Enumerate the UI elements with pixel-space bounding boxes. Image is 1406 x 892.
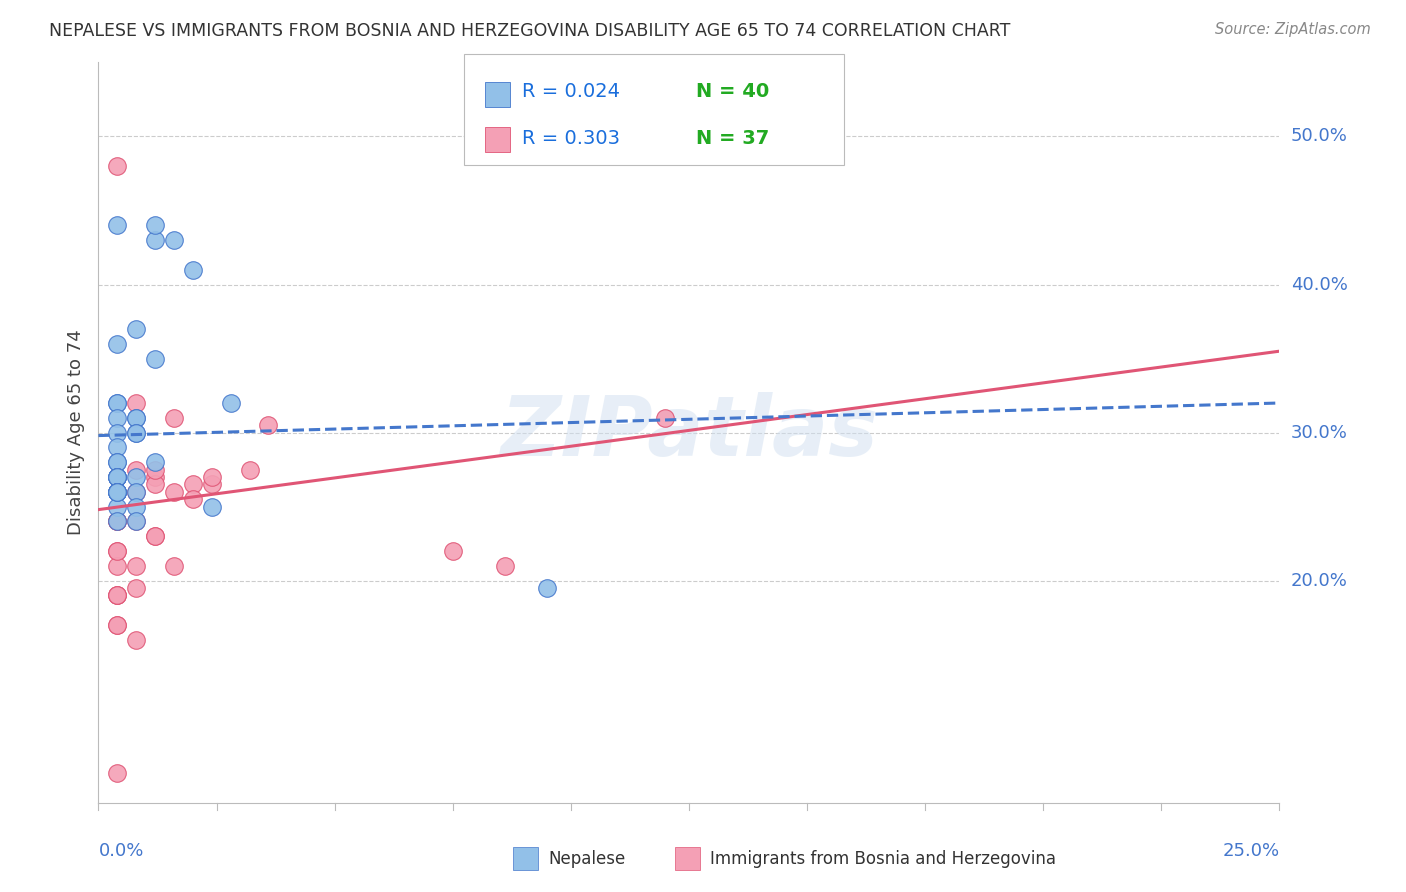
Point [105,500,128,514]
Point [163,233,186,247]
Point [105,425,128,440]
Point [105,484,128,499]
Point [105,470,128,484]
Point [105,410,128,425]
Text: R = 0.024: R = 0.024 [522,82,620,102]
Text: 25.0%: 25.0% [1222,842,1279,860]
Point [125,462,148,476]
Point [181,492,204,507]
Text: Immigrants from Bosnia and Herzegovina: Immigrants from Bosnia and Herzegovina [710,850,1056,868]
Point [143,529,166,543]
Point [201,470,224,484]
Point [105,470,128,484]
Point [143,233,166,247]
Text: 30.0%: 30.0% [1291,424,1347,442]
Point [105,441,128,455]
Point [105,336,128,351]
Point [105,515,128,529]
Point [125,558,148,573]
Point [125,515,148,529]
Point [105,544,128,558]
Point [143,455,166,469]
Text: 50.0%: 50.0% [1291,128,1347,145]
Point [105,396,128,410]
Point [143,351,166,366]
Point [219,396,242,410]
Text: ZIPatlas: ZIPatlas [501,392,877,473]
Point [143,462,166,476]
Point [105,470,128,484]
Point [105,455,128,469]
Text: N = 40: N = 40 [696,82,769,102]
Point [125,500,148,514]
Point [125,515,148,529]
Point [125,581,148,595]
Point [181,477,204,491]
Point [494,558,516,573]
Point [105,219,128,233]
Point [105,544,128,558]
Point [125,484,148,499]
Point [441,544,464,558]
Point [536,581,558,595]
Point [105,484,128,499]
Point [105,396,128,410]
Point [105,766,128,780]
Point [105,484,128,499]
Point [163,484,186,499]
Point [105,159,128,173]
Text: NEPALESE VS IMMIGRANTS FROM BOSNIA AND HERZEGOVINA DISABILITY AGE 65 TO 74 CORRE: NEPALESE VS IMMIGRANTS FROM BOSNIA AND H… [49,22,1011,40]
Point [201,500,224,514]
Point [143,470,166,484]
Point [143,529,166,543]
Text: Nepalese: Nepalese [548,850,626,868]
Point [105,558,128,573]
Point [105,589,128,603]
Point [105,470,128,484]
Text: 0.0%: 0.0% [98,842,143,860]
Point [105,470,128,484]
Point [163,410,186,425]
Text: 20.0%: 20.0% [1291,572,1347,590]
Point [239,462,262,476]
Point [201,477,224,491]
Text: R = 0.303: R = 0.303 [522,128,620,148]
Point [105,484,128,499]
Point [105,455,128,469]
Point [125,322,148,336]
Point [125,484,148,499]
Point [125,396,148,410]
Point [105,618,128,632]
Point [105,484,128,499]
Point [143,477,166,491]
Point [654,410,676,425]
Point [125,632,148,647]
Point [143,219,166,233]
Point [181,262,204,277]
Point [257,418,280,433]
Text: 40.0%: 40.0% [1291,276,1347,293]
Point [125,425,148,440]
Text: Source: ZipAtlas.com: Source: ZipAtlas.com [1215,22,1371,37]
Point [105,589,128,603]
Y-axis label: Disability Age 65 to 74: Disability Age 65 to 74 [66,330,84,535]
Point [105,515,128,529]
Point [125,470,148,484]
Point [125,410,148,425]
Point [105,515,128,529]
Point [125,425,148,440]
Point [105,484,128,499]
Point [125,410,148,425]
Text: N = 37: N = 37 [696,128,769,148]
Point [105,515,128,529]
Point [105,618,128,632]
Point [105,589,128,603]
Point [163,558,186,573]
